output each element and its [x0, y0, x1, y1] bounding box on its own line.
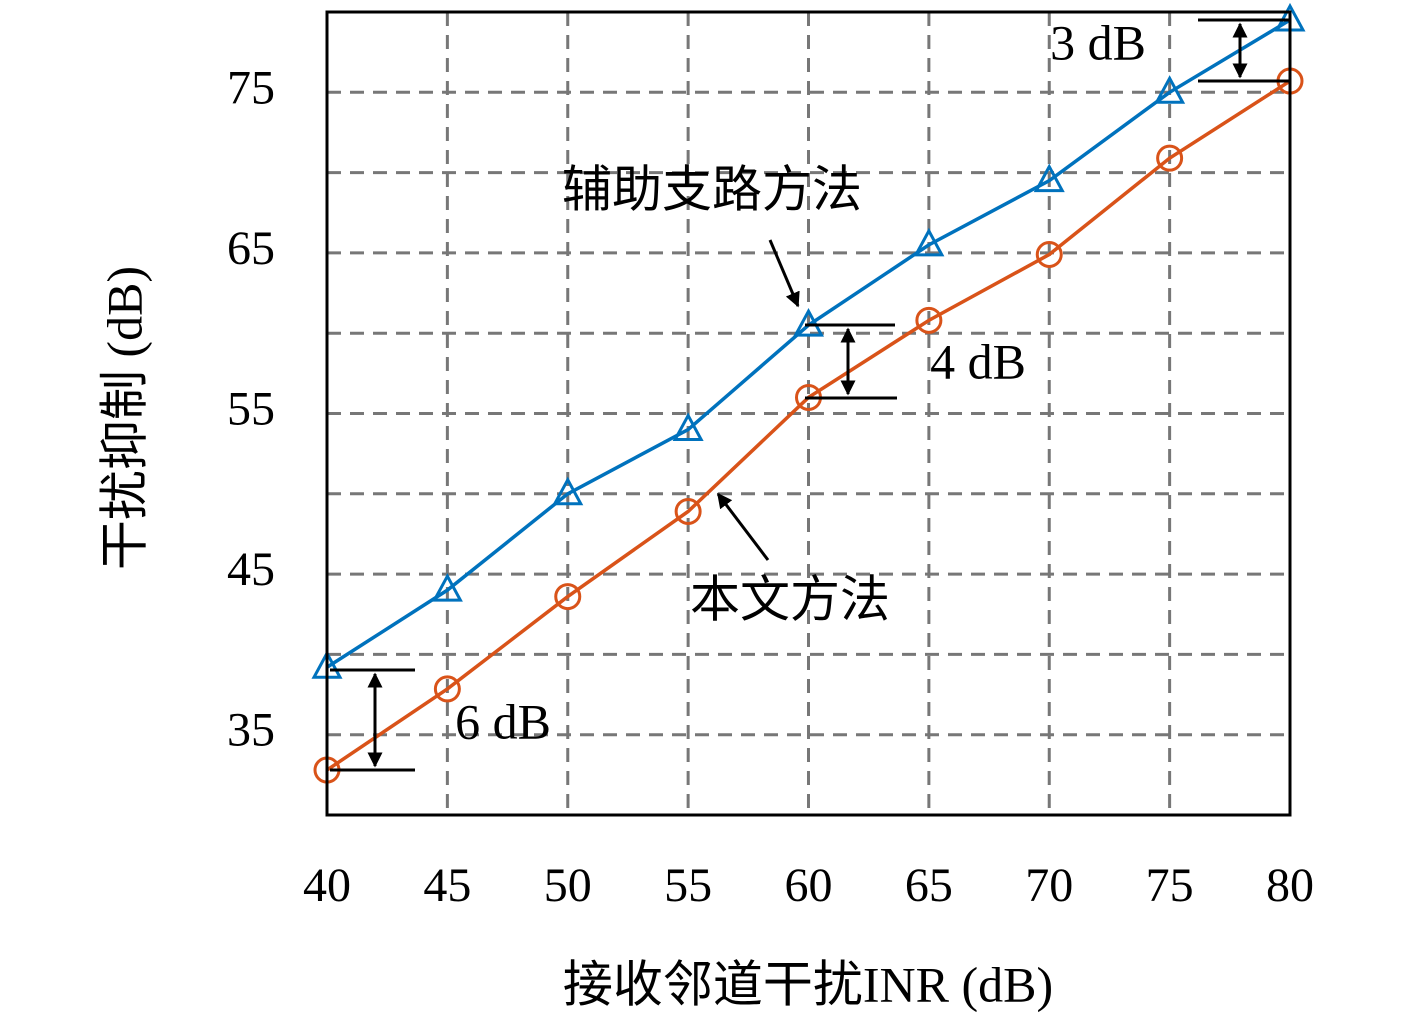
y-tick-label: 55	[227, 383, 275, 436]
x-tick-label: 55	[664, 859, 712, 912]
arrow	[768, 239, 800, 308]
marker	[1156, 144, 1184, 172]
marker	[1035, 241, 1063, 269]
x-tick-label: 60	[785, 859, 833, 912]
marker	[433, 675, 461, 703]
x-tick-label: 50	[544, 859, 592, 912]
annotation: 6 dB	[455, 693, 551, 749]
marker	[672, 412, 704, 442]
x-tick-label: 80	[1266, 859, 1314, 912]
marker	[913, 227, 945, 257]
marker	[552, 476, 584, 506]
marker	[554, 583, 582, 611]
marker	[1154, 75, 1186, 104]
y-tick-label: 35	[227, 704, 275, 757]
marker	[674, 497, 702, 525]
marker	[431, 573, 463, 602]
y-tick-label: 45	[227, 543, 275, 596]
y-axis-label: 干扰抑制 (dB)	[96, 266, 152, 570]
series-label: 辅助支路方法	[562, 161, 862, 217]
x-tick-label: 65	[905, 859, 953, 912]
annotations	[330, 18, 1290, 772]
x-axis-label: 接收邻道干扰INR (dB)	[563, 956, 1053, 1012]
x-tick-label: 40	[303, 859, 351, 912]
annotation: 4 dB	[930, 333, 1026, 389]
series-label: 本文方法	[690, 571, 890, 627]
y-tick-label: 75	[227, 61, 275, 114]
marker	[792, 308, 825, 337]
x-tick-label: 45	[423, 859, 471, 912]
annotation: 3 dB	[1050, 14, 1146, 70]
arrow	[716, 492, 770, 561]
marker	[1033, 163, 1065, 193]
x-tick-label: 75	[1146, 859, 1194, 912]
y-tick-label: 65	[227, 222, 275, 275]
axes-frame	[325, 10, 1292, 817]
x-tick-label: 70	[1025, 859, 1073, 912]
marker	[915, 306, 943, 334]
